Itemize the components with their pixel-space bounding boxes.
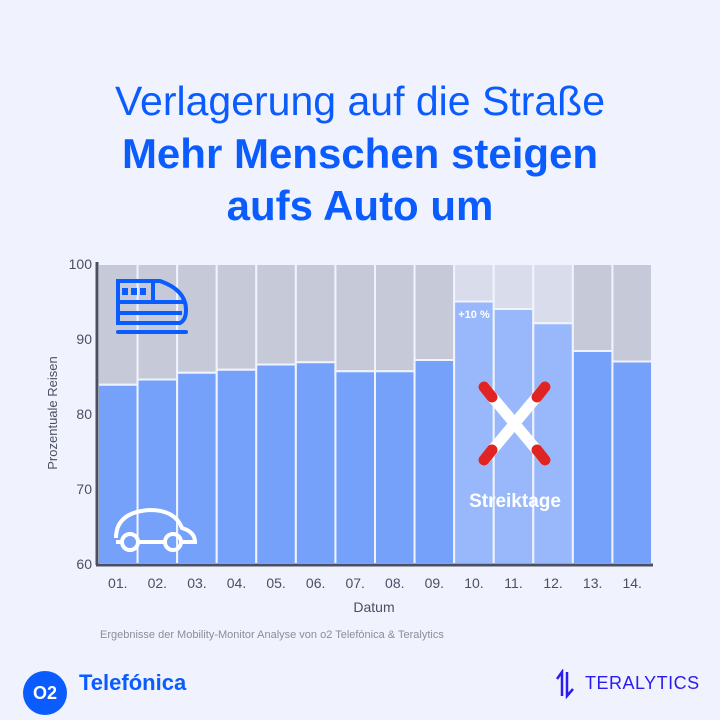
- teralytics-logo: TERALYTICS: [585, 673, 700, 693]
- bar-train-7: [334, 263, 376, 373]
- bar-train-4: [215, 263, 258, 371]
- bar-train-10: [453, 263, 495, 303]
- bar-train-11: [492, 263, 535, 310]
- x-tick-label: 11.: [504, 575, 522, 591]
- bar-car-3: [176, 371, 218, 565]
- teralytics-arrows-icon: [555, 669, 574, 699]
- bar-car-5: [255, 363, 297, 565]
- title-line1: Verlagerung auf die Straße: [114, 78, 606, 124]
- o2-logo-text: O2: [32, 682, 57, 703]
- title-line2: Mehr Menschen steigen aufs Auto um: [121, 130, 599, 229]
- stacked-bar-chart: 01. 02. 03. 04. 05. 06. 07. 08. 09. 10. 11. 12. 13. 1…: [45, 256, 654, 615]
- x-tick-label: 05.: [266, 575, 285, 591]
- x-tick-label: 10.: [464, 575, 483, 591]
- x-tick-label: 08.: [385, 575, 404, 591]
- x-tick-label: 01.: [108, 575, 127, 591]
- bar-car-6: [294, 361, 337, 565]
- bar-car-8: [374, 370, 416, 565]
- bar-car-9: [413, 359, 456, 565]
- x-tick-label: 13.: [583, 575, 602, 591]
- y-tick-label: 100: [69, 256, 93, 272]
- bar-train-12: [532, 263, 574, 325]
- bar-train-9: [413, 263, 456, 361]
- bar-car-12: [532, 322, 574, 565]
- x-tick-label: 14.: [622, 575, 641, 591]
- bar-car-10: [453, 300, 495, 565]
- x-tick-label: 02.: [148, 575, 167, 591]
- bar-train-5: [255, 263, 297, 366]
- strike-label: Streiktage: [469, 491, 561, 512]
- x-tick-label: 09.: [425, 575, 444, 591]
- train-icon: [116, 279, 189, 334]
- bar-train-13: [571, 263, 614, 352]
- y-tick-label: 70: [76, 481, 92, 497]
- bar-train-8: [374, 263, 416, 373]
- x-tick-label: 04.: [227, 575, 246, 591]
- strike-cross-icon: [478, 381, 551, 466]
- x-tick-label: 03.: [187, 575, 206, 591]
- bar-car-7: [334, 370, 376, 565]
- bar-train-6: [294, 263, 337, 364]
- increase-label: +10 %: [458, 309, 490, 321]
- y-tick-label: 90: [76, 331, 92, 347]
- bar-car-13: [571, 350, 614, 565]
- bar-car-14: [611, 360, 654, 565]
- x-tick-label: 07.: [345, 575, 364, 591]
- y-axis-label: Prozentuale Reisen: [45, 356, 60, 469]
- o2-logo: O2: [23, 671, 67, 715]
- bar-train-14: [611, 263, 654, 363]
- x-tick-label: 06.: [306, 575, 325, 591]
- bar-car-2: [136, 378, 179, 565]
- x-tick-label: 12.: [543, 575, 562, 591]
- source-note: Ergebnisse der Mobility-Monitor Analyse …: [100, 629, 444, 641]
- y-tick-label: 60: [76, 556, 92, 572]
- bar-car-4: [215, 368, 258, 565]
- y-tick-label: 80: [76, 406, 92, 422]
- x-axis-label: Datum: [353, 599, 394, 615]
- car-icon: [114, 507, 198, 552]
- telefonica-logo: Telefónica: [79, 670, 187, 695]
